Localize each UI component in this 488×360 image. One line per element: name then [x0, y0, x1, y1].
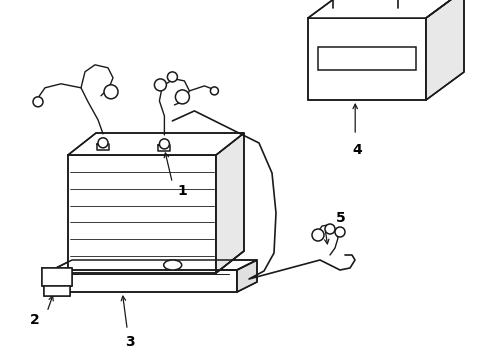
Polygon shape — [307, 18, 425, 100]
Polygon shape — [42, 268, 72, 286]
Text: 2: 2 — [30, 313, 40, 327]
Circle shape — [334, 227, 345, 237]
Circle shape — [104, 85, 118, 99]
Polygon shape — [68, 133, 244, 155]
Circle shape — [98, 138, 108, 148]
Polygon shape — [237, 260, 257, 292]
Polygon shape — [216, 133, 244, 273]
Text: 3: 3 — [125, 335, 135, 349]
Polygon shape — [317, 47, 415, 69]
Text: 1: 1 — [177, 184, 187, 198]
Polygon shape — [52, 270, 237, 292]
Circle shape — [33, 97, 43, 107]
Circle shape — [154, 79, 166, 91]
Polygon shape — [307, 0, 463, 18]
Circle shape — [159, 139, 169, 149]
Circle shape — [210, 87, 218, 95]
Circle shape — [175, 90, 189, 104]
Polygon shape — [44, 286, 70, 296]
Polygon shape — [425, 0, 463, 100]
Ellipse shape — [163, 260, 182, 270]
Text: 5: 5 — [335, 211, 345, 225]
Circle shape — [167, 72, 177, 82]
Polygon shape — [52, 260, 257, 270]
Circle shape — [325, 224, 334, 234]
Circle shape — [311, 229, 324, 241]
Text: 4: 4 — [352, 143, 361, 157]
Polygon shape — [68, 155, 216, 273]
